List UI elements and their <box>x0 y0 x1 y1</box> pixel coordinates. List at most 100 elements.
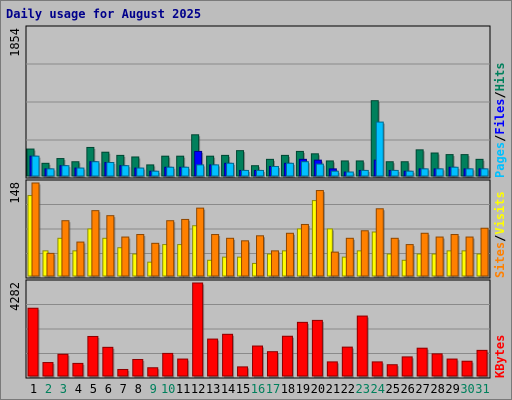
kbytes-bar <box>356 315 368 377</box>
pages-bar <box>300 161 309 177</box>
day-label: 29 <box>445 382 459 396</box>
pages-bar <box>181 166 190 177</box>
chart-title: Daily usage for August 2025 <box>6 7 202 21</box>
sites-bar <box>435 236 444 277</box>
pages-bar <box>270 165 279 177</box>
kbytes-bar <box>476 349 488 377</box>
day-label: 3 <box>60 382 67 396</box>
day-label: 5 <box>90 382 97 396</box>
sites-bar <box>46 252 55 277</box>
pages-bar <box>166 166 175 177</box>
day-label: 10 <box>161 382 175 396</box>
day-label: 2 <box>45 382 52 396</box>
pages-bar <box>465 168 474 177</box>
kbytes-bar <box>147 367 159 377</box>
kbytes-bar <box>266 351 278 377</box>
sites-bar <box>91 210 100 277</box>
sites-bar <box>360 230 369 277</box>
kbytes-bar <box>207 338 219 377</box>
pages-bar <box>106 162 115 177</box>
sites-bar <box>330 251 339 277</box>
kbytes-bar <box>341 346 353 377</box>
pages-bar <box>360 169 369 177</box>
day-label: 21 <box>326 382 340 396</box>
pages-bar <box>405 170 414 177</box>
kbytes-bar <box>416 347 428 377</box>
kbytes-bar <box>311 319 323 377</box>
kbytes-bar <box>132 358 144 377</box>
pages-bar <box>241 169 250 177</box>
day-label: 13 <box>206 382 220 396</box>
sites-bar <box>300 223 309 277</box>
day-label: 24 <box>371 382 385 396</box>
sites-bar <box>390 237 399 277</box>
pages-bar <box>390 169 399 177</box>
pages-bar <box>46 168 55 177</box>
sites-bar <box>196 207 205 277</box>
kbytes-bar <box>162 352 174 377</box>
sites-bar <box>181 218 190 277</box>
pages-bar <box>196 164 205 177</box>
day-label: 27 <box>415 382 429 396</box>
sites-bar <box>315 190 324 277</box>
sites-bar <box>465 236 474 277</box>
day-label: 28 <box>430 382 444 396</box>
legend-entry: / <box>493 135 507 142</box>
sites-bar <box>166 220 175 277</box>
kbytes-bar <box>27 307 39 377</box>
legend-entry: Files <box>493 99 507 135</box>
kbytes-bar <box>252 345 264 377</box>
sites-bar <box>106 215 115 277</box>
kbytes-bar <box>222 333 234 377</box>
pages-bar <box>121 165 130 177</box>
pages-bar <box>91 161 100 177</box>
visits-sites-legend: Sites/Visits <box>493 191 507 278</box>
sites-bar <box>480 227 489 277</box>
pages-bar <box>375 121 384 177</box>
day-label: 7 <box>120 382 127 396</box>
day-label: 9 <box>150 382 157 396</box>
kbytes-bar <box>102 346 114 377</box>
legend-entry: KBytes <box>493 335 507 378</box>
legend-entry: / <box>493 235 507 242</box>
day-label: 1 <box>30 382 37 396</box>
pages-bar <box>420 168 429 177</box>
kbytes-bar <box>326 361 338 377</box>
legend-entry: / <box>493 91 507 98</box>
day-label: 17 <box>266 382 280 396</box>
kbytes-bar <box>192 282 204 377</box>
kbytes-bar <box>296 321 308 377</box>
day-label: 16 <box>251 382 265 396</box>
sites-bar <box>61 220 70 277</box>
kbytes-legend: KBytes <box>493 335 507 378</box>
legend-entry: Sites <box>493 242 507 278</box>
kbytes-bar <box>57 353 69 377</box>
day-label: 12 <box>191 382 205 396</box>
pages-bar <box>226 162 235 177</box>
legend-entry: Hits <box>493 62 507 91</box>
day-label: 19 <box>296 382 310 396</box>
pages-bar <box>480 168 489 177</box>
kbytes-bar <box>371 361 383 377</box>
sites-bar <box>211 234 220 277</box>
day-label: 25 <box>385 382 399 396</box>
kbytes-bar <box>281 335 293 377</box>
pages-files-hits-legend: Pages/Files/Hits <box>493 62 507 178</box>
kbytes-bar <box>42 362 54 377</box>
pages-bar <box>285 162 294 177</box>
kbytes-bar <box>431 353 443 377</box>
sites-bar <box>121 236 130 277</box>
pages-bar <box>211 164 220 177</box>
pages-bar <box>345 171 354 177</box>
kbytes-bar <box>87 335 99 377</box>
kbytes-ymax-label: 4282 <box>8 282 22 311</box>
kbytes-bar <box>117 368 129 377</box>
sites-bar <box>256 235 265 277</box>
kbytes-bar <box>386 364 398 377</box>
pages-bar <box>61 165 70 177</box>
sites-bar <box>420 232 429 277</box>
pages-bar <box>151 170 160 177</box>
legend-entry: Pages <box>493 142 507 178</box>
kbytes-bar <box>72 362 84 377</box>
